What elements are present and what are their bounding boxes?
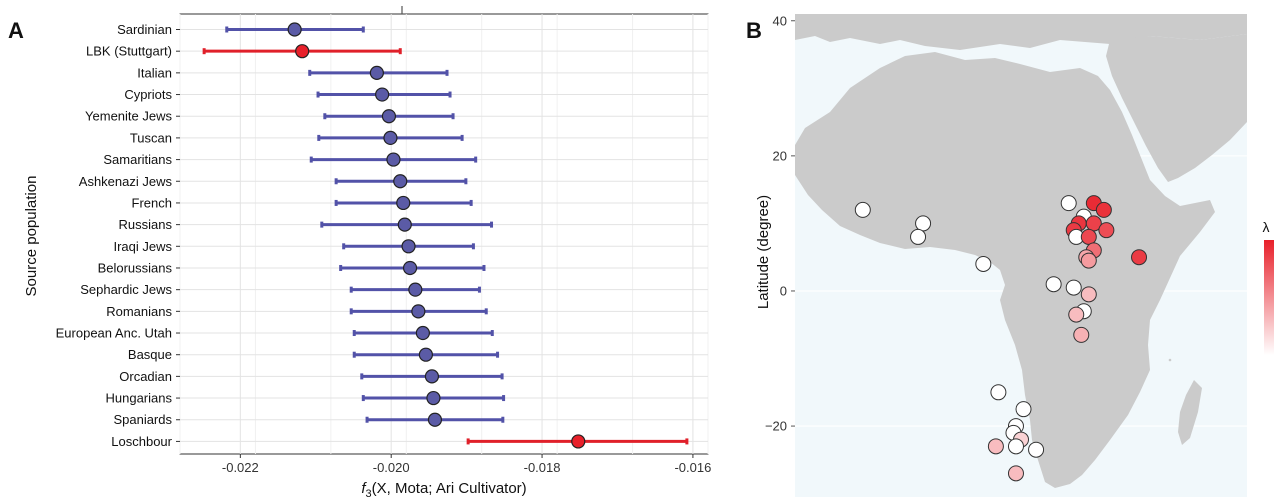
- population-label: Basque: [128, 347, 172, 362]
- population-label: Loschbour: [111, 434, 172, 449]
- x-tick-label: -0.018: [524, 460, 561, 475]
- sample-point: [1098, 222, 1115, 239]
- estimate-point: [369, 65, 384, 80]
- population-label: Sardinian: [117, 22, 172, 37]
- legend-title: λ: [1263, 219, 1270, 235]
- x-tick-labels: -0.022 -0.020 -0.018 -0.016: [222, 454, 711, 475]
- estimate-point: [427, 412, 443, 427]
- map-land: [795, 14, 1247, 488]
- estimate-point: [418, 347, 433, 362]
- y-axis-title-b: Latitude (degree): [755, 195, 772, 309]
- population-label: Romanians: [106, 304, 172, 319]
- madagascar-landmass: [1178, 380, 1202, 445]
- y-axis-title-a: Source population: [23, 176, 40, 297]
- estimate-point: [401, 239, 416, 254]
- estimate-point: [411, 304, 426, 319]
- europe-landmass: [795, 14, 1247, 50]
- estimate-point: [386, 152, 401, 167]
- sample-point: [910, 228, 927, 245]
- map-y-tick-label: 0: [780, 283, 787, 298]
- sample-point: [990, 384, 1007, 401]
- lambda-legend: λ: [1263, 219, 1274, 355]
- population-label: Russians: [119, 217, 173, 232]
- population-label: Tuscan: [130, 130, 172, 145]
- legend-colorbar: [1264, 240, 1274, 355]
- estimate-point: [424, 369, 440, 384]
- population-label: Cypriots: [124, 87, 172, 102]
- estimate-point: [415, 325, 430, 341]
- sample-point: [1080, 228, 1097, 245]
- sample-point: [915, 215, 932, 232]
- population-label: Spaniards: [113, 412, 172, 427]
- sample-point: [1131, 249, 1148, 266]
- population-label: Sephardic Jews: [80, 282, 172, 297]
- estimate-point: [426, 390, 441, 406]
- estimate-point: [571, 434, 586, 449]
- sample-point: [1060, 195, 1077, 212]
- estimate-points: [287, 22, 586, 449]
- estimate-point: [375, 87, 390, 102]
- population-label: French: [132, 195, 172, 210]
- map-y-tick-label: −20: [765, 419, 787, 434]
- sample-points: [854, 195, 1148, 482]
- x-tick-label: -0.022: [222, 460, 259, 475]
- x-axis-title-a: f3(X, Mota; Ari Cultivator): [361, 480, 526, 497]
- x-axis-title-rest: (X, Mota; Ari Cultivator): [372, 480, 527, 497]
- sample-point: [1095, 201, 1112, 218]
- map-panel: 40 20 0 −20: [765, 13, 1247, 497]
- forest-plot: Sardinian LBK (Stuttgart) Italian Cypriots Y…: [56, 6, 711, 475]
- sample-point: [1007, 465, 1024, 482]
- population-label: Yemenite Jews: [85, 109, 172, 124]
- estimate-point: [287, 22, 302, 37]
- estimate-point: [408, 282, 423, 297]
- sample-point: [975, 255, 992, 272]
- map-y-tick-label: 40: [773, 13, 787, 28]
- x-tick-label: -0.016: [674, 460, 711, 475]
- sample-point: [987, 438, 1004, 455]
- x-axis-title-sub: 3: [366, 488, 372, 497]
- population-label: Italian: [137, 65, 172, 80]
- island-comoros: [1168, 358, 1172, 362]
- sample-point: [1007, 438, 1024, 455]
- map-y-ticks: 40 20 0 −20: [765, 13, 795, 434]
- plot-a-frame: [179, 13, 709, 455]
- estimate-point: [295, 44, 310, 59]
- map-y-tick-label: 20: [773, 148, 787, 163]
- estimate-point: [393, 174, 408, 189]
- estimate-point: [383, 130, 398, 145]
- sample-point: [1080, 252, 1097, 269]
- sample-point: [1045, 276, 1062, 293]
- sample-point: [1028, 441, 1045, 458]
- arabia-landmass: [1106, 34, 1247, 182]
- panel-a-letter: A: [8, 18, 24, 43]
- x-tick-label: -0.020: [373, 460, 410, 475]
- estimate-point: [396, 195, 411, 211]
- sample-point: [1065, 279, 1082, 296]
- population-label: Ashkenazi Jews: [79, 174, 173, 189]
- sample-point: [1015, 401, 1032, 418]
- population-label: Hungarians: [106, 391, 173, 406]
- estimate-point: [397, 217, 412, 232]
- estimate-point: [402, 260, 418, 276]
- population-label: Iraqi Jews: [113, 239, 172, 254]
- island-cape-verde: [824, 175, 828, 179]
- sample-point: [1068, 306, 1085, 323]
- sample-point: [854, 201, 871, 218]
- estimate-point: [381, 109, 397, 124]
- africa-landmass: [795, 52, 1215, 488]
- x-axis-title-f: f: [361, 480, 367, 497]
- population-label: Orcadian: [119, 369, 172, 384]
- sample-point: [1073, 326, 1090, 343]
- population-labels: Sardinian LBK (Stuttgart) Italian Cypriots Y…: [56, 22, 180, 449]
- panel-b-letter: B: [746, 18, 762, 43]
- population-label: European Anc. Utah: [56, 326, 172, 341]
- population-label: Samaritians: [103, 152, 172, 167]
- population-label: Belorussians: [98, 260, 173, 275]
- sample-point: [1080, 286, 1097, 303]
- population-label: LBK (Stuttgart): [86, 44, 172, 59]
